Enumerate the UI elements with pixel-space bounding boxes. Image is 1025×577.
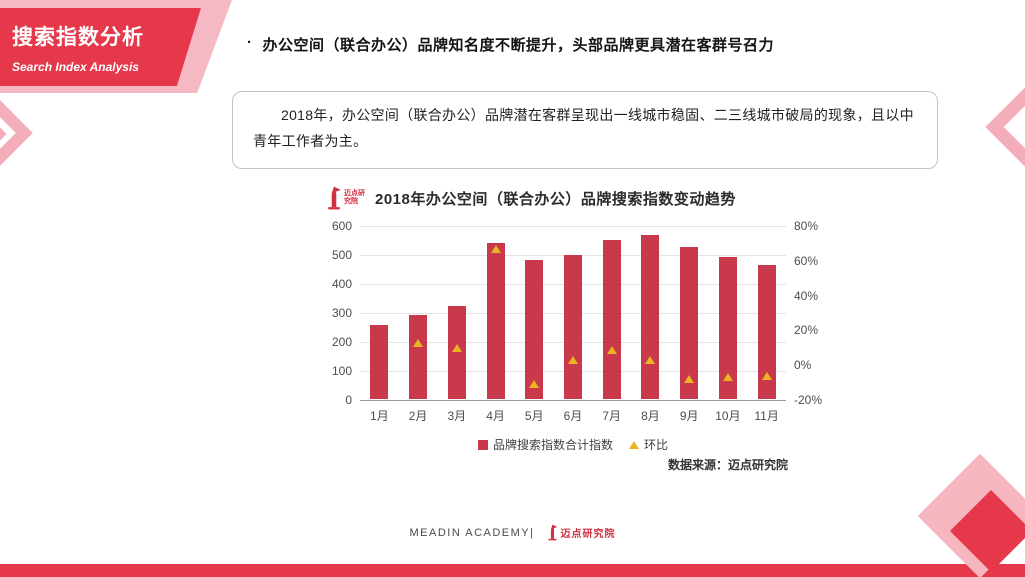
bar <box>486 242 505 399</box>
huanbi-point <box>451 343 462 352</box>
huanbi-point <box>490 244 501 253</box>
bar <box>525 260 544 399</box>
bottom-accent-bar <box>0 564 1025 577</box>
headline: · 办公空间（联合办公）品牌知名度不断提升，头部品牌更具潜在客群号召力 <box>247 34 977 55</box>
y-axis-right-label: 20% <box>794 323 819 338</box>
x-axis-label: 4月 <box>486 409 505 423</box>
legend-bars-label: 品牌搜索指数合计指数 <box>492 438 613 452</box>
bar <box>680 247 699 399</box>
meadin-logo: 迈点研究院 <box>326 186 367 210</box>
legend-item-bars: 品牌搜索指数合计指数 <box>477 436 613 453</box>
footer-academy-text: MEADIN ACADEMY| <box>409 526 535 539</box>
legend-item-rate: 环比 <box>629 436 668 453</box>
data-source: 数据来源：迈点研究院 <box>667 458 788 472</box>
page-subtitle: Search Index Analysis <box>12 60 139 74</box>
y-axis-right-label: 60% <box>794 253 819 268</box>
bar-swatch-icon <box>477 439 488 450</box>
bar <box>602 240 621 399</box>
bar <box>409 314 428 399</box>
x-axis-label: 7月 <box>602 409 622 423</box>
y-axis-right-label: -20% <box>794 393 823 407</box>
huanbi-point <box>684 375 695 384</box>
page-title-banner: 搜索指数分析 Search Index Analysis <box>0 8 201 86</box>
x-axis-label: 11月 <box>754 409 779 423</box>
huanbi-point <box>606 345 617 354</box>
footer: MEADIN ACADEMY| 迈点研究院 <box>0 524 1025 541</box>
gridline <box>360 400 786 401</box>
bar <box>564 254 582 399</box>
x-axis-label: 2月 <box>408 409 428 423</box>
x-axis-label: 1月 <box>370 409 389 423</box>
y-axis-left-label: 100 <box>331 364 352 378</box>
footer-logo-text: 迈点研究院 <box>560 529 616 540</box>
y-axis-left-label: 600 <box>331 219 352 233</box>
chart-legend: 品牌搜索指数合计指数 环比 <box>360 436 786 453</box>
huanbi-point <box>722 373 733 382</box>
meadin-logo-text: 迈点研究院 <box>344 189 365 205</box>
y-axis-left-label: 300 <box>331 306 352 320</box>
y-axis-right-label: 0% <box>794 358 812 373</box>
meadin-monument-icon <box>328 186 341 210</box>
gridline <box>360 226 786 227</box>
right-diamond-decoration <box>985 80 1025 174</box>
x-axis-label: 8月 <box>641 409 660 423</box>
footer-meadin-logo: 迈点研究院 <box>547 524 616 541</box>
x-axis-label: 5月 <box>524 409 544 423</box>
huanbi-point <box>413 338 424 347</box>
chart-title-row: 迈点研究院 2018年办公空间（联合办公）品牌搜索指数变动趋势 <box>326 186 808 210</box>
huanbi-point <box>761 371 772 380</box>
y-axis-left-label: 200 <box>331 335 352 349</box>
bar <box>370 325 389 399</box>
page-title: 搜索指数分析 <box>12 26 144 49</box>
legend-rate-label: 环比 <box>644 438 669 452</box>
meadin-monument-icon <box>548 524 557 541</box>
bar <box>641 235 660 399</box>
y-axis-right-label: 80% <box>794 219 819 233</box>
summary-text: 2018年，办公空间（联合办公）品牌潜在客群呈现出一线城市稳固、二三线城市破局的… <box>253 107 914 149</box>
chart-title: 2018年办公空间（联合办公）品牌搜索指数变动趋势 <box>375 190 736 208</box>
x-axis-label: 9月 <box>679 409 699 423</box>
huanbi-point <box>568 355 578 364</box>
y-axis-right-label: 40% <box>794 288 819 303</box>
huanbi-point <box>645 355 656 364</box>
bar <box>757 265 776 399</box>
bar <box>447 306 466 399</box>
plot-area: 0 100 200 300 400 500 600 -20% 0% 20% 40% 60% 80% 1月 2… <box>332 219 822 423</box>
bar <box>718 256 737 399</box>
chart: 迈点研究院 2018年办公空间（联合办公）品牌搜索指数变动趋势 0 100 200 3… <box>322 186 822 473</box>
y-axis-left-label: 400 <box>331 277 352 291</box>
x-axis-label: 3月 <box>447 409 467 423</box>
headline-text: 办公空间（联合办公）品牌知名度不断提升，头部品牌更具潜在客群号召力 <box>262 37 775 54</box>
bullet-icon: · <box>247 34 253 51</box>
huanbi-point <box>529 380 540 389</box>
y-axis-left-label: 0 <box>345 393 352 407</box>
summary-box: 2018年，办公空间（联合办公）品牌潜在客群呈现出一线城市稳固、二三线城市破局的… <box>232 91 938 169</box>
x-axis-label: 6月 <box>563 409 583 423</box>
x-axis-label: 10月 <box>715 409 741 423</box>
y-axis-left-label: 500 <box>331 248 352 262</box>
triangle-swatch-icon <box>629 440 639 449</box>
